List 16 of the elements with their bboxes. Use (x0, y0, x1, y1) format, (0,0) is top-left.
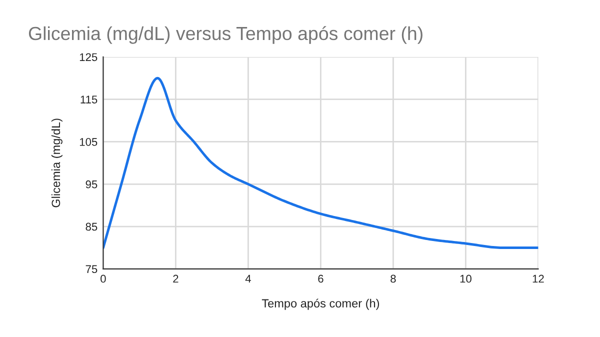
x-tick-label: 12 (532, 274, 544, 283)
y-tick-label: 115 (80, 96, 98, 104)
y-tick-label: 105 (80, 138, 98, 146)
y-tick-label: 95 (86, 180, 98, 188)
chart-title: Glicemia (mg/dL) versus Tempo após comer (h) (28, 26, 422, 44)
x-tick-label: 0 (100, 274, 106, 283)
y-tick-label: 85 (86, 222, 98, 231)
y-tick-label: 125 (80, 53, 98, 62)
y-axis-title: Glicemia (mg/dL) (51, 118, 62, 208)
x-tick-label: 4 (245, 274, 251, 283)
y-tick-label: 75 (86, 265, 98, 274)
x-tick-label: 10 (460, 274, 472, 283)
x-tick-label: 8 (390, 274, 396, 283)
x-tick-label: 2 (173, 274, 178, 283)
x-axis-title: Tempo após comer (h) (262, 298, 380, 310)
x-tick-label: 6 (318, 274, 324, 283)
